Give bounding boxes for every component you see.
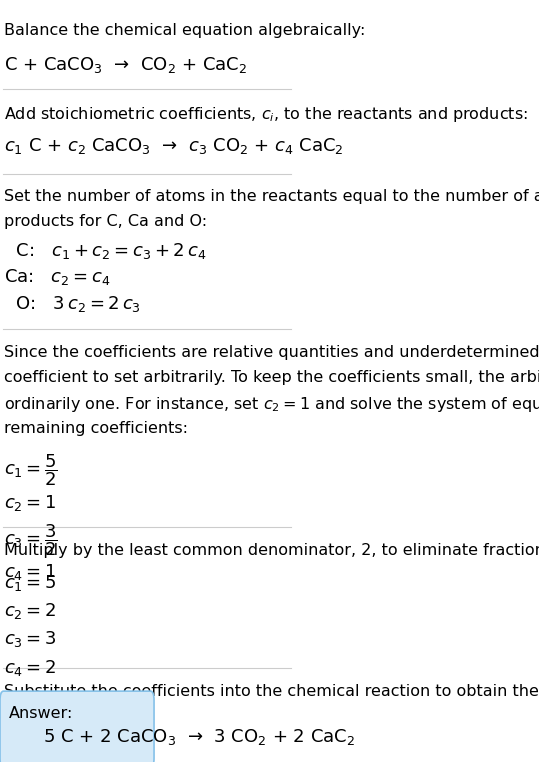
Text: $c_1 = 5$: $c_1 = 5$ (4, 573, 56, 593)
Text: $c_3 = \dfrac{3}{2}$: $c_3 = \dfrac{3}{2}$ (4, 522, 58, 558)
Text: $c_1 = \dfrac{5}{2}$: $c_1 = \dfrac{5}{2}$ (4, 453, 58, 488)
Text: Add stoichiometric coefficients, $c_i$, to the reactants and products:: Add stoichiometric coefficients, $c_i$, … (4, 105, 528, 124)
Text: O:   $3\,c_2 = 2\,c_3$: O: $3\,c_2 = 2\,c_3$ (4, 294, 141, 314)
Text: C + CaCO$_3$  →  CO$_2$ + CaC$_2$: C + CaCO$_3$ → CO$_2$ + CaC$_2$ (4, 55, 247, 75)
Text: ordinarily one. For instance, set $c_2 = 1$ and solve the system of equations fo: ordinarily one. For instance, set $c_2 =… (4, 395, 539, 415)
Text: C:   $c_1 + c_2 = c_3 + 2\,c_4$: C: $c_1 + c_2 = c_3 + 2\,c_4$ (4, 241, 206, 261)
Text: $c_2 = 2$: $c_2 = 2$ (4, 601, 56, 621)
Text: $c_2 = 1$: $c_2 = 1$ (4, 493, 56, 513)
Text: $c_4 = 2$: $c_4 = 2$ (4, 658, 56, 677)
Text: $c_4 = 1$: $c_4 = 1$ (4, 562, 56, 582)
Text: Since the coefficients are relative quantities and underdetermined, choose a: Since the coefficients are relative quan… (4, 345, 539, 360)
FancyBboxPatch shape (0, 691, 154, 762)
Text: Substitute the coefficients into the chemical reaction to obtain the balanced: Substitute the coefficients into the che… (4, 684, 539, 699)
Text: Multiply by the least common denominator, 2, to eliminate fractional coefficient: Multiply by the least common denominator… (4, 543, 539, 558)
Text: Balance the chemical equation algebraically:: Balance the chemical equation algebraica… (4, 23, 365, 38)
Text: $c_1$ C + $c_2$ CaCO$_3$  →  $c_3$ CO$_2$ + $c_4$ CaC$_2$: $c_1$ C + $c_2$ CaCO$_3$ → $c_3$ CO$_2$ … (4, 136, 343, 155)
Text: remaining coefficients:: remaining coefficients: (4, 421, 188, 436)
Text: 5 C + 2 CaCO$_3$  →  3 CO$_2$ + 2 CaC$_2$: 5 C + 2 CaCO$_3$ → 3 CO$_2$ + 2 CaC$_2$ (9, 728, 355, 748)
Text: Set the number of atoms in the reactants equal to the number of atoms in the: Set the number of atoms in the reactants… (4, 189, 539, 204)
Text: equation:: equation: (4, 709, 80, 724)
Text: Answer:: Answer: (9, 706, 73, 721)
Text: coefficient to set arbitrarily. To keep the coefficients small, the arbitrary va: coefficient to set arbitrarily. To keep … (4, 370, 539, 386)
Text: Ca:   $c_2 = c_4$: Ca: $c_2 = c_4$ (4, 267, 110, 287)
Text: $c_3 = 3$: $c_3 = 3$ (4, 629, 56, 649)
Text: products for C, Ca and O:: products for C, Ca and O: (4, 214, 206, 229)
